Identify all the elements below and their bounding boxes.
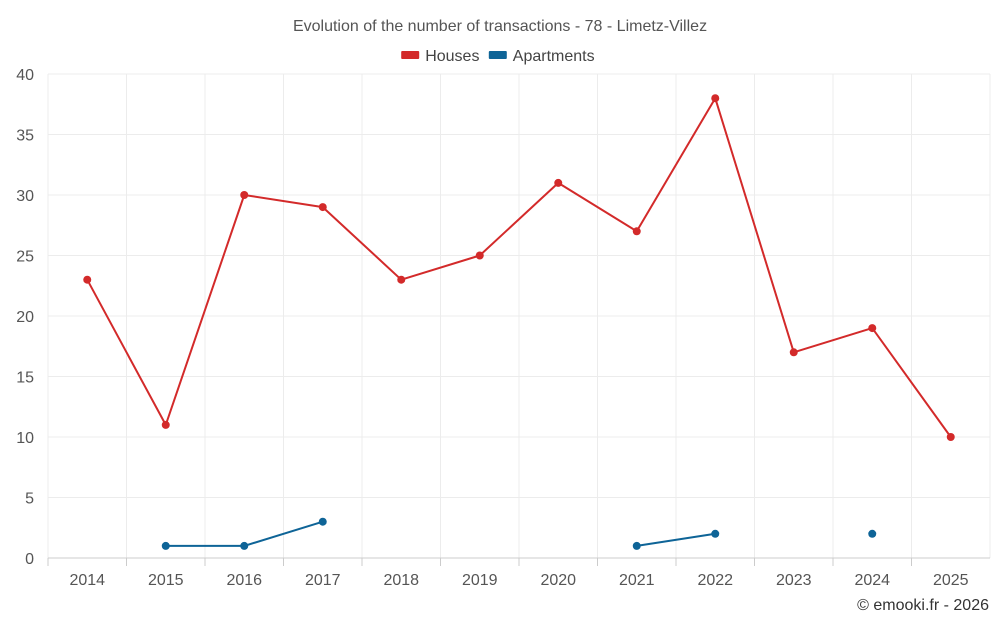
data-point-apartments[interactable] — [240, 541, 249, 550]
x-tick-label: 2014 — [69, 572, 105, 589]
y-tick-label: 15 — [16, 370, 34, 387]
data-point-houses[interactable] — [789, 348, 798, 357]
series — [83, 94, 955, 550]
x-tick-label: 2020 — [540, 572, 576, 589]
data-point-houses[interactable] — [632, 227, 641, 236]
data-point-houses[interactable] — [397, 275, 406, 284]
data-point-apartments[interactable] — [318, 517, 327, 526]
x-tick-label: 2018 — [383, 572, 419, 589]
y-tick-label: 40 — [16, 67, 34, 84]
y-tick-label: 35 — [16, 128, 34, 145]
data-point-houses[interactable] — [711, 94, 720, 103]
data-point-houses[interactable] — [83, 275, 92, 284]
data-point-apartments[interactable] — [868, 529, 877, 538]
x-tick-label: 2022 — [697, 572, 733, 589]
x-tick-label: 2017 — [305, 572, 341, 589]
data-point-houses[interactable] — [240, 191, 249, 199]
chart-title: Evolution of the number of transactions … — [293, 18, 707, 35]
x-tick-label: 2015 — [148, 572, 184, 589]
x-tick-label: 2024 — [854, 572, 890, 589]
x-tick-label: 2016 — [226, 572, 262, 589]
y-tick-label: 0 — [25, 551, 34, 568]
data-point-houses[interactable] — [161, 420, 170, 429]
data-point-houses[interactable] — [475, 251, 484, 260]
x-tick-label: 2023 — [776, 572, 812, 589]
series-line-houses — [86, 97, 952, 438]
y-tick-label: 30 — [16, 188, 34, 205]
legend-item-houses[interactable]: Houses — [401, 48, 479, 65]
data-point-apartments[interactable] — [161, 541, 170, 550]
x-tick-label: 2019 — [462, 572, 498, 589]
data-point-houses[interactable] — [318, 203, 327, 212]
y-tick-label: 5 — [25, 491, 34, 508]
legend-swatch — [401, 51, 420, 59]
series-houses — [83, 94, 955, 441]
x-tick-label: 2021 — [619, 572, 655, 589]
series-line-apartments — [636, 532, 716, 547]
y-tick-label: 10 — [16, 430, 34, 447]
data-point-apartments[interactable] — [632, 541, 641, 550]
data-point-houses[interactable] — [946, 433, 955, 441]
legend: Houses Apartments — [401, 48, 595, 65]
data-point-apartments[interactable] — [711, 529, 720, 538]
legend-label: Apartments — [513, 48, 595, 65]
credit-text: © emooki.fr - 2026 — [857, 597, 989, 614]
legend-label: Houses — [425, 48, 479, 65]
x-tick-label: 2025 — [933, 572, 969, 589]
y-tick-label: 25 — [16, 249, 34, 266]
data-point-houses[interactable] — [868, 324, 877, 333]
data-point-houses[interactable] — [554, 178, 563, 187]
grid — [47, 73, 991, 558]
series-apartments — [161, 517, 877, 550]
legend-item-apartments[interactable]: Apartments — [488, 48, 595, 65]
y-tick-label: 20 — [16, 309, 34, 326]
legend-swatch — [488, 51, 507, 59]
